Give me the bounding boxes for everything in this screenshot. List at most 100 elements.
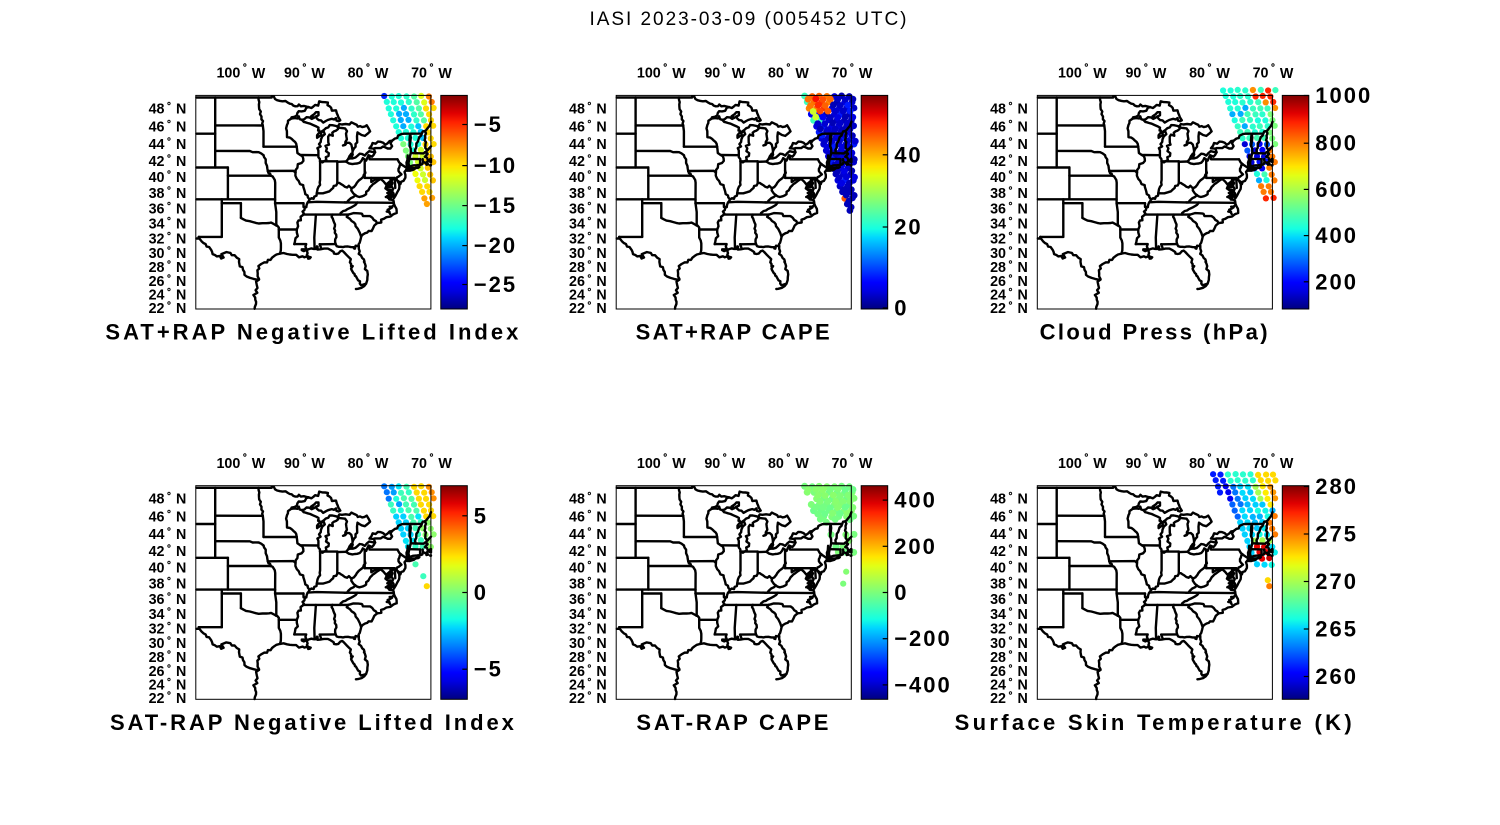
svg-text:38∘N: 38 ∘ N — [990, 183, 1028, 203]
svg-text:28∘N: 28 ∘ N — [149, 647, 187, 667]
svg-text:90∘W: 90 ∘ W — [284, 60, 325, 81]
svg-text:80∘W: 80 ∘ W — [1189, 451, 1230, 472]
svg-text:SAT-RAP Negative Lifted Index: SAT-RAP Negative Lifted Index — [110, 710, 517, 735]
svg-text:100∘W: 100 ∘ W — [637, 60, 686, 81]
svg-text:48∘N: 48 ∘ N — [149, 488, 187, 508]
svg-text:26∘N: 26 ∘ N — [569, 661, 607, 681]
svg-text:48∘N: 48 ∘ N — [149, 98, 187, 118]
svg-text:28∘N: 28 ∘ N — [149, 256, 187, 276]
svg-text:24∘N: 24 ∘ N — [990, 674, 1028, 694]
svg-text:38∘N: 38 ∘ N — [149, 573, 187, 593]
svg-text:34∘N: 34 ∘ N — [149, 213, 187, 233]
svg-text:70∘W: 70 ∘ W — [1253, 451, 1294, 472]
svg-text:400: 400 — [894, 488, 937, 513]
svg-text:100∘W: 100 ∘ W — [216, 60, 265, 81]
svg-text:46∘N: 46 ∘ N — [569, 116, 607, 135]
svg-text:Cloud Press (hPa): Cloud Press (hPa) — [1040, 320, 1270, 345]
svg-text:SAT+RAP Negative Lifted Index: SAT+RAP Negative Lifted Index — [105, 320, 521, 345]
svg-text:42∘N: 42 ∘ N — [990, 150, 1028, 170]
svg-text:32∘N: 32 ∘ N — [149, 228, 187, 248]
svg-text:24∘N: 24 ∘ N — [990, 284, 1028, 304]
svg-text:800: 800 — [1315, 131, 1358, 156]
svg-text:5: 5 — [474, 503, 488, 528]
svg-text:44∘N: 44 ∘ N — [569, 133, 607, 153]
svg-text:34∘N: 34 ∘ N — [149, 603, 187, 623]
svg-text:400: 400 — [1315, 223, 1358, 248]
svg-text:34∘N: 34 ∘ N — [990, 213, 1028, 233]
svg-text:28∘N: 28 ∘ N — [990, 647, 1028, 667]
svg-text:260: 260 — [1315, 664, 1358, 689]
svg-text:22∘N: 22 ∘ N — [569, 688, 607, 708]
svg-text:44∘N: 44 ∘ N — [149, 524, 187, 544]
svg-text:38∘N: 38 ∘ N — [569, 573, 607, 593]
svg-text:0: 0 — [894, 296, 908, 321]
svg-text:−200: −200 — [894, 626, 952, 651]
svg-text:−20: −20 — [474, 233, 517, 258]
svg-text:IASI 2023-03-09 (005452 UTC): IASI 2023-03-09 (005452 UTC) — [590, 9, 909, 30]
svg-text:100∘W: 100 ∘ W — [1058, 60, 1107, 81]
svg-text:48∘N: 48 ∘ N — [569, 488, 607, 508]
svg-text:22∘N: 22 ∘ N — [990, 688, 1028, 708]
svg-text:26∘N: 26 ∘ N — [990, 270, 1028, 290]
svg-text:40∘N: 40 ∘ N — [149, 167, 187, 187]
svg-text:600: 600 — [1315, 177, 1358, 202]
svg-text:26∘N: 26 ∘ N — [149, 661, 187, 681]
svg-text:36∘N: 36 ∘ N — [569, 198, 607, 218]
svg-text:SAT+RAP CAPE: SAT+RAP CAPE — [636, 320, 832, 345]
svg-text:200: 200 — [1315, 269, 1358, 294]
svg-text:30∘N: 30 ∘ N — [569, 633, 607, 653]
svg-text:42∘N: 42 ∘ N — [149, 541, 187, 561]
svg-text:30∘N: 30 ∘ N — [990, 633, 1028, 653]
svg-text:46∘N: 46 ∘ N — [990, 506, 1028, 526]
svg-text:28∘N: 28 ∘ N — [990, 256, 1028, 276]
svg-text:46∘N: 46 ∘ N — [569, 506, 607, 526]
svg-text:34∘N: 34 ∘ N — [990, 603, 1028, 623]
svg-text:46∘N: 46 ∘ N — [149, 506, 187, 526]
svg-text:70∘W: 70 ∘ W — [411, 451, 452, 472]
svg-text:90∘W: 90 ∘ W — [284, 451, 325, 472]
svg-text:70∘W: 70 ∘ W — [1253, 60, 1294, 81]
svg-text:0: 0 — [474, 580, 488, 605]
svg-text:100∘W: 100 ∘ W — [1058, 451, 1107, 472]
svg-text:26∘N: 26 ∘ N — [990, 661, 1028, 681]
svg-text:80∘W: 80 ∘ W — [348, 451, 389, 472]
svg-text:38∘N: 38 ∘ N — [569, 183, 607, 203]
svg-text:40: 40 — [894, 142, 922, 167]
svg-text:36∘N: 36 ∘ N — [990, 588, 1028, 608]
svg-text:30∘N: 30 ∘ N — [149, 242, 187, 261]
svg-text:36∘N: 36 ∘ N — [149, 588, 187, 608]
svg-text:42∘N: 42 ∘ N — [149, 150, 187, 170]
svg-text:36∘N: 36 ∘ N — [990, 198, 1028, 218]
svg-text:26∘N: 26 ∘ N — [569, 270, 607, 290]
svg-text:−15: −15 — [474, 193, 517, 218]
svg-text:80∘W: 80 ∘ W — [1189, 60, 1230, 81]
svg-text:24∘N: 24 ∘ N — [149, 284, 187, 304]
svg-text:22∘N: 22 ∘ N — [569, 297, 607, 317]
svg-text:34∘N: 34 ∘ N — [569, 603, 607, 623]
svg-text:−5: −5 — [474, 112, 503, 137]
svg-text:30∘N: 30 ∘ N — [990, 242, 1028, 261]
svg-text:80∘W: 80 ∘ W — [348, 60, 389, 81]
svg-text:80∘W: 80 ∘ W — [768, 60, 809, 81]
svg-text:22∘N: 22 ∘ N — [149, 688, 187, 708]
svg-text:40∘N: 40 ∘ N — [569, 557, 607, 577]
svg-text:30∘N: 30 ∘ N — [569, 242, 607, 261]
svg-text:46∘N: 46 ∘ N — [149, 116, 187, 135]
svg-text:−25: −25 — [474, 272, 517, 297]
svg-text:48∘N: 48 ∘ N — [990, 488, 1028, 508]
svg-text:265: 265 — [1315, 617, 1358, 642]
svg-text:70∘W: 70 ∘ W — [411, 60, 452, 81]
svg-text:90∘W: 90 ∘ W — [1125, 60, 1166, 81]
svg-text:22∘N: 22 ∘ N — [990, 297, 1028, 317]
svg-text:0: 0 — [894, 580, 908, 605]
svg-text:28∘N: 28 ∘ N — [569, 256, 607, 276]
svg-text:42∘N: 42 ∘ N — [990, 541, 1028, 561]
svg-text:24∘N: 24 ∘ N — [569, 284, 607, 304]
svg-text:32∘N: 32 ∘ N — [990, 228, 1028, 248]
svg-text:32∘N: 32 ∘ N — [990, 618, 1028, 638]
svg-text:90∘W: 90 ∘ W — [1125, 451, 1166, 472]
svg-text:280: 280 — [1315, 474, 1358, 499]
svg-text:SAT-RAP CAPE: SAT-RAP CAPE — [636, 710, 831, 735]
svg-text:90∘W: 90 ∘ W — [704, 451, 745, 472]
svg-text:42∘N: 42 ∘ N — [569, 541, 607, 561]
